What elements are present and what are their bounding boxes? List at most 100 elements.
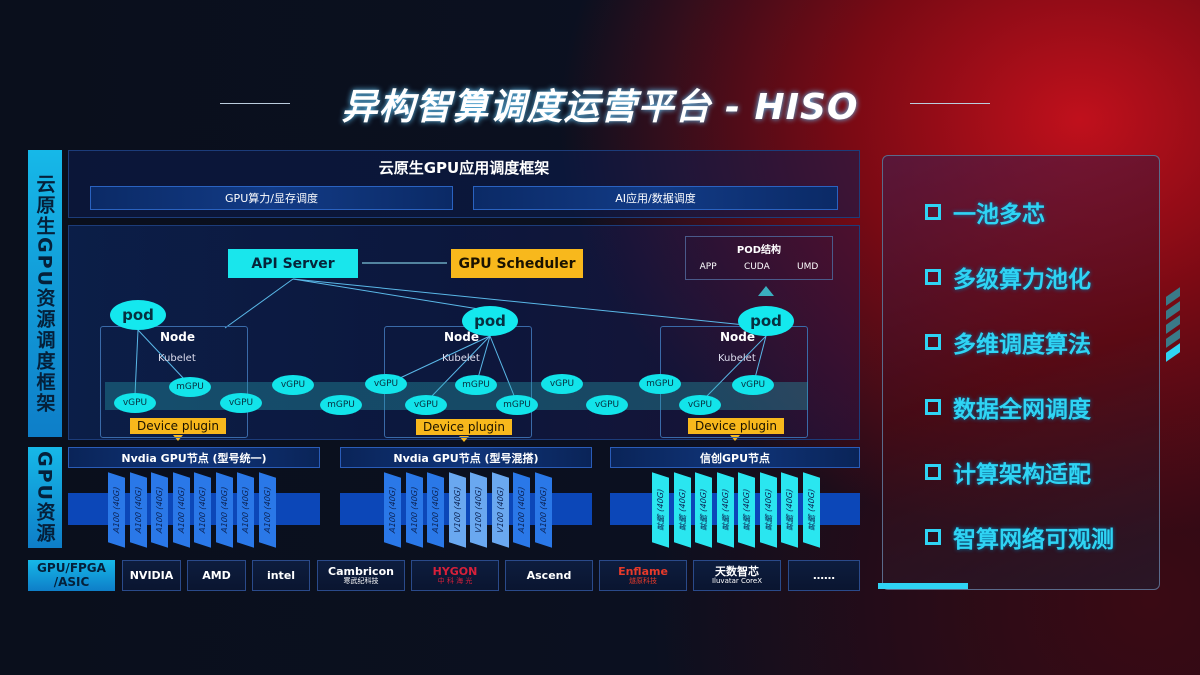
gpu-scheduler: GPU Scheduler [451, 249, 583, 278]
vendor-name: Enflame [618, 565, 668, 579]
vgpu-unit: vGPU [541, 374, 583, 394]
pod-item-cuda: CUDA [743, 262, 770, 272]
vendor-logo-1: NVIDIA [122, 560, 181, 591]
pod-structure-title: POD结构 [736, 245, 782, 256]
gpu-card: A100 (40G) [237, 472, 254, 548]
gpu-card: A100 (40G) [534, 472, 552, 548]
gpu-card: A100 (40G) [405, 472, 423, 548]
vgpu-unit: vGPU [272, 375, 314, 395]
vendor-subtitle: 燧原科技 [629, 576, 657, 585]
feature-label: 数据全网调度 [953, 397, 1091, 423]
device-plugin: Device plugin [688, 418, 784, 434]
gpu-card: 昇腾 (40G) [738, 472, 755, 548]
vendor-logo-4: Cambricon 寒武纪科技 [317, 560, 405, 591]
gpu-card-label: 昇腾 (40G) [699, 487, 708, 533]
gpu-card: 昇腾 (40G) [802, 472, 820, 548]
gpu-card: A100 (40G) [258, 472, 276, 548]
gpu-node-header: Nvdia GPU节点 (型号统一) [68, 447, 320, 468]
vendor-logo-6: Ascend [505, 560, 593, 591]
feature-item: 数据全网调度 [925, 390, 1091, 424]
gpu-card-label: V100 (40G) [495, 485, 505, 535]
line-pod2-a [399, 335, 491, 379]
vgpu-unit: vGPU [586, 395, 628, 415]
gpu-card: A100 (40G) [172, 472, 190, 548]
kubelet-label: Kubelet [718, 353, 756, 364]
vendor-name: intel [266, 568, 296, 582]
pod: pod [110, 300, 166, 330]
gpu-card-label: A100 (40G) [155, 485, 164, 535]
gpu-card: 昇腾 (40G) [781, 472, 798, 548]
gpu-card: A100 (40G) [215, 472, 233, 548]
line-pod1-mgpu [137, 329, 186, 381]
gpu-card-label: A100 (40G) [517, 485, 526, 535]
gpu-card-label: 昇腾 (40G) [785, 487, 794, 533]
line-api-pod2 [292, 278, 486, 311]
gpu-card: 昇腾 (40G) [759, 472, 777, 548]
checkbox-icon [925, 529, 941, 545]
vgpu-unit: vGPU [732, 375, 774, 395]
line-pod1-vgpu [134, 329, 139, 396]
gpu-card: A100 (40G) [384, 472, 401, 548]
title-deco-right [910, 103, 990, 104]
gpu-card: A100 (40G) [513, 472, 530, 548]
gpu-card-label: A100 (40G) [241, 485, 250, 535]
page-title: 异构智算调度运营平台 - HISO [341, 87, 859, 128]
feature-label: 智算网络可观测 [953, 527, 1114, 553]
ai-scheduling-box: AI应用/数据调度 [473, 186, 838, 210]
checkbox-icon [925, 204, 941, 220]
vgpu-unit: vGPU [365, 374, 407, 394]
pod-item-app: APP [699, 262, 717, 272]
vendor-subtitle: Iluvatar CoreX [711, 576, 762, 585]
feature-label: 多级算力池化 [953, 267, 1091, 293]
vendor-subtitle: 寒武纪科技 [343, 576, 379, 585]
gpu-card-label: V100 (40G) [452, 485, 462, 535]
panel-accent [878, 583, 968, 589]
gpu-card: A100 (40G) [108, 472, 125, 548]
vgpu-unit: vGPU [220, 393, 262, 413]
feature-label: 计算架构适配 [953, 462, 1091, 488]
node-title: Node [720, 330, 756, 344]
node-title: Node [160, 330, 196, 344]
gpu-card-label: V100 (40G) [474, 485, 483, 535]
pod-structure-arrow [758, 286, 774, 296]
gpu-card: 昇腾 (40G) [673, 472, 691, 548]
pod-item-umd: UMD [797, 262, 819, 272]
vgpu-unit: vGPU [114, 393, 156, 413]
mgpu-unit: mGPU [169, 377, 211, 397]
node-title: Node [444, 330, 480, 344]
line-pod2-c [477, 335, 491, 379]
plugin-arrow-1 [173, 435, 183, 441]
framework-label: 云原生GPU资源调度框架 [28, 150, 62, 437]
gpu-node-header: Nvdia GPU节点 (型号混搭) [340, 447, 592, 468]
vendor-logo-8: 天数智芯 Iluvatar CoreX [693, 560, 781, 591]
vgpu-unit: vGPU [405, 395, 447, 415]
api-server: API Server [228, 249, 358, 278]
gpu-card-label: A100 (40G) [176, 485, 186, 535]
checkbox-icon [925, 334, 941, 350]
gpu-card-label: 昇腾 (40G) [806, 487, 816, 533]
vendor-logo-9: …… [788, 560, 860, 591]
pod: pod [738, 306, 794, 336]
line-pod2-b [429, 335, 491, 399]
checkbox-icon [925, 269, 941, 285]
pod-structure-box: POD结构 APP CUDA UMD [685, 236, 833, 280]
vendor-name: Ascend [526, 568, 572, 582]
checkbox-icon [925, 464, 941, 480]
gpu-card-label: A100 (40G) [112, 485, 121, 535]
device-plugin: Device plugin [130, 418, 226, 434]
gpu-card-label: 昇腾 (40G) [742, 487, 751, 533]
app-framework-title: 云原生GPU应用调度框架 [378, 159, 550, 177]
mgpu-unit: mGPU [639, 374, 681, 394]
plugin-arrow-3 [730, 435, 740, 441]
vendor-logo-5: HYGON 中 科 海 光 [411, 560, 499, 591]
features-panel [882, 155, 1160, 590]
mgpu-unit: mGPU [455, 375, 497, 395]
vendor-logo-3: intel [252, 560, 310, 591]
vendor-name: AMD [202, 568, 231, 582]
gpu-card: A100 (40G) [129, 472, 147, 548]
gpu-card-label: A100 (40G) [431, 485, 440, 535]
vendor-name: 天数智芯 [715, 565, 759, 579]
gpu-node-band [610, 493, 860, 525]
gpu-scheduling-box: GPU算力/显存调度 [90, 186, 453, 210]
